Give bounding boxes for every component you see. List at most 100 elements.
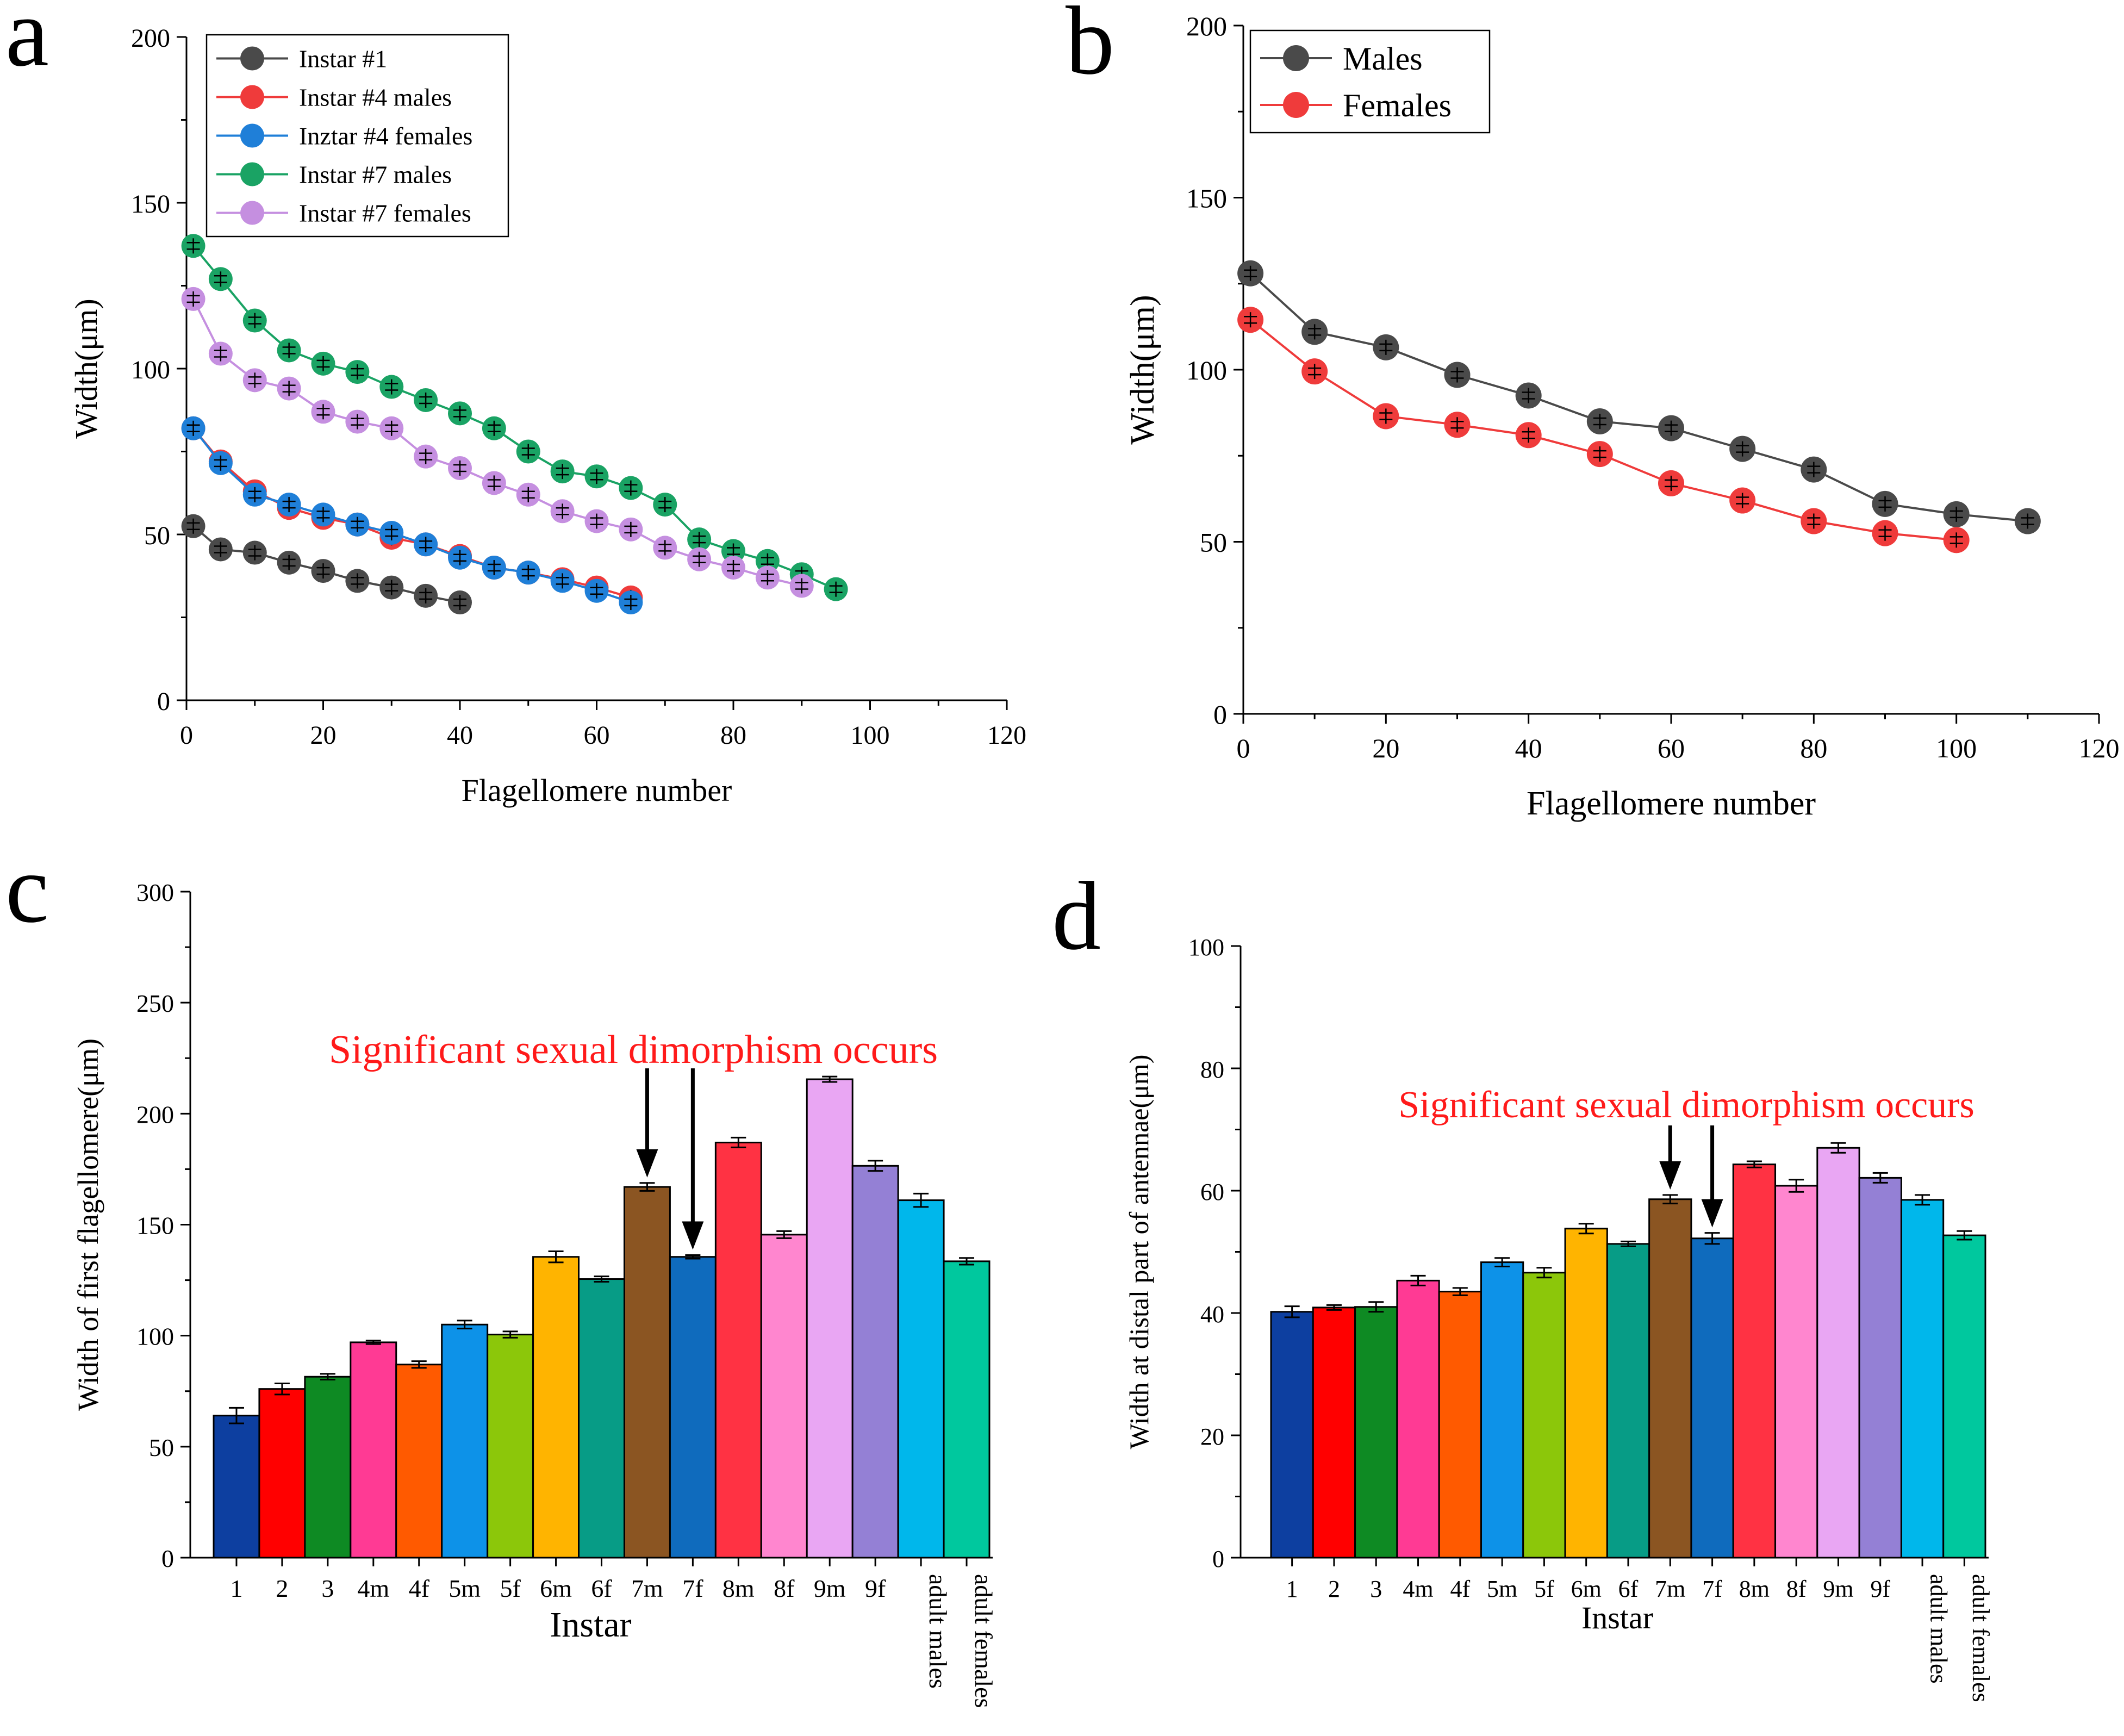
y-tick-label: 50 [144,521,170,550]
x-tick-label: 120 [987,721,1026,750]
arrow-7f [1701,1125,1723,1228]
x-tick-label: 8m [1739,1576,1770,1602]
y-tick-label: 0 [161,1545,174,1572]
bar [213,1415,260,1559]
x-tick-label: 8m [722,1575,755,1602]
bar-group-7f: 7f [669,1254,717,1602]
bar [1438,1291,1482,1559]
series-males [1237,260,2041,534]
x-tick-label: adult females [970,1574,998,1708]
arrow-head [1659,1161,1681,1190]
x-tick-label: 5m [1487,1576,1517,1602]
legend-item-instar-7-females: Instar #7 females [216,200,471,227]
bar [943,1260,991,1559]
bar-group-7m: 7m [623,1182,671,1602]
bar [487,1334,534,1559]
arrow-7m [636,1068,658,1178]
bar [669,1256,717,1559]
bar [806,1078,854,1559]
y-tick-label: 100 [136,1323,174,1351]
y-tick-label: 100 [1188,934,1224,961]
x-tick-label: 7m [1655,1576,1685,1602]
chart-panel-a: 0 20 40 60 80 100 120 0 50 100 150 200 Flagellomere … [68,24,1026,808]
bar-group-5f: 5f [487,1330,534,1602]
x-tick-label: 6m [540,1575,572,1602]
bar-group-8m: 8m [1732,1160,1777,1602]
annotation-text: Significant sexual dimorphism occurs [1398,1084,1974,1126]
bar-group-8f: 8f [760,1230,808,1602]
series-instar-1 [181,514,472,615]
x-tick-label: 3 [321,1575,334,1602]
y-tick-label: 50 [149,1434,174,1461]
bar [1522,1272,1566,1559]
x-tick-label: 4f [1450,1576,1470,1602]
x-tick-label: 4m [1403,1576,1433,1602]
x-tick-label: 5f [500,1575,521,1602]
bar [350,1341,397,1559]
x-axis-label: Instar [1581,1600,1653,1635]
series-instar-7-females [181,287,814,598]
x-tick-label: 5m [449,1575,481,1602]
bar [441,1323,489,1559]
arrow-head [682,1221,704,1250]
bar [760,1234,808,1559]
chart-panel-b: 0 20 40 60 80 100 120 0 50 100 150 200 Flagellomere … [1124,11,2120,822]
x-tick-label: 40 [447,721,473,750]
bar-group-6m: 6m [1564,1223,1608,1602]
bar-group-6f: 6f [1606,1240,1650,1602]
y-tick-label: 20 [1200,1423,1224,1450]
legend-marker [240,201,264,225]
x-tick-label: 6f [591,1575,612,1602]
x-tick-label: 60 [1658,733,1685,763]
x-tick-label: 5f [1534,1576,1554,1602]
x-tick-label: adult females [1967,1574,1994,1702]
bar-group-5m: 5m [1480,1257,1524,1602]
bar [623,1186,671,1559]
bar-group-2: 2 [258,1382,306,1602]
x-tick-label: 100 [851,721,890,750]
x-tick-label: 40 [1515,733,1542,763]
x-axis-label: Flagellomere number [1527,785,1816,822]
legend-item-females: Females [1260,88,1452,123]
bar-group-5m: 5m [441,1320,489,1602]
x-tick-label: 6f [1618,1576,1639,1602]
x-tick-label: 4m [357,1575,389,1602]
panel-letter-a: a [5,0,49,86]
panel-letter-d: d [1052,862,1101,970]
x-tick-label: 6m [1571,1576,1602,1602]
bar [1648,1198,1692,1559]
x-tick-label: 9m [1823,1576,1853,1602]
bar [578,1278,625,1559]
bar [1900,1199,1945,1559]
bar-group-9f: 9f [1858,1172,1902,1602]
bar-group-9f: 9f [851,1160,899,1602]
bar [395,1364,443,1559]
bar-group-4f: 4f [1438,1287,1482,1602]
legend-label: Males [1343,41,1423,77]
bar [1774,1185,1818,1559]
arrow-head [636,1149,658,1178]
bar [1732,1163,1777,1559]
y-tick-label: 100 [1186,355,1227,385]
x-tick-label: adult males [1925,1574,1952,1684]
y-tick-label: 250 [136,990,174,1017]
x-tick-label: 9m [814,1575,846,1602]
chart-panel-d: 0 20 40 60 80 100 1 2 3 4m 4f 5m 5f 6m 6f 7m 7f 8m 8f 9m 9f a… [1124,934,1994,1702]
bar [1480,1261,1524,1559]
bar [304,1376,352,1559]
x-tick-label: 0 [180,721,193,750]
bar [714,1141,762,1559]
legend: Males Females [1249,29,1491,134]
x-tick-label: 0 [1237,733,1250,763]
bar [897,1199,945,1559]
bar-group-4m: 4m [1396,1274,1440,1602]
panel-letter-b: b [1066,0,1114,95]
y-axis-label: Width(μm) [1124,295,1161,444]
y-axis-label: Width at distal part of antennae(μm) [1124,1055,1154,1449]
y-tick-label: 40 [1200,1301,1224,1328]
bar [258,1388,306,1559]
x-tick-label: 8f [774,1575,795,1602]
y-tick-label: 200 [131,24,170,53]
x-tick-label: 1 [1286,1576,1298,1602]
